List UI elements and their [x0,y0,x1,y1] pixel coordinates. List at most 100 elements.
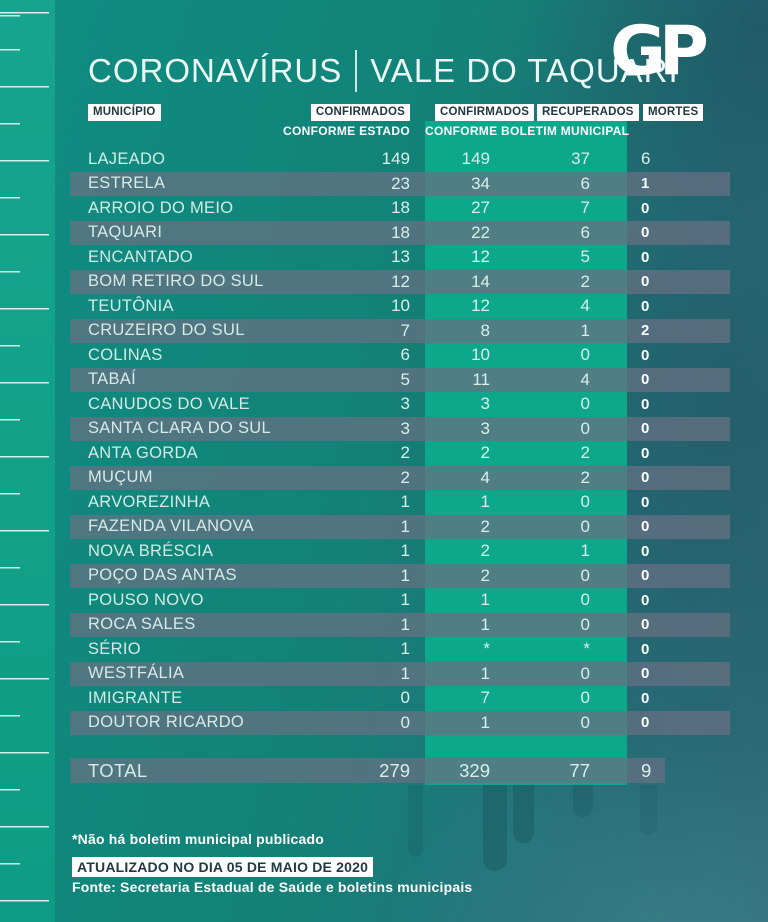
confirmed-municipal-value: 7 [480,688,490,708]
col-header-mortes: MORTES [643,104,704,121]
municipality-name: FAZENDA VILANOVA [88,517,254,536]
recovered-value: 0 [580,394,590,414]
table-row: ROCA SALES 1 1 0 0 [70,612,730,637]
subheader-conforme-estado: CONFORME ESTADO [283,124,410,138]
table-row: CANUDOS DO VALE 3 3 0 0 [70,392,730,417]
confirmed-state-value: 2 [400,467,410,487]
confirmed-state-value: 12 [391,271,410,291]
deaths-value: 0 [641,640,650,658]
recovered-value: 2 [580,443,590,463]
col-header-recuperados: RECUPERADOS [537,104,639,121]
total-recovered: 77 [569,759,590,781]
confirmed-municipal-value: 10 [471,345,490,365]
table-row: TAQUARI 18 22 6 0 [70,220,730,245]
confirmed-state-value: 18 [391,198,410,218]
table-row: WESTFÁLIA 1 1 0 0 [70,661,730,686]
deaths-value: 1 [641,175,650,193]
municipality-name: ARROIO DO MEIO [88,198,234,217]
table-row: CRUZEIRO DO SUL 7 8 1 2 [70,318,730,343]
deaths-value: 0 [641,371,650,389]
deaths-value: 0 [641,616,650,634]
confirmed-municipal-value: 1 [480,712,490,732]
table-row: BOM RETIRO DO SUL 12 14 2 0 [70,269,730,294]
footnote: *Não há boletim municipal publicado [72,831,325,847]
confirmed-state-value: 2 [400,443,410,463]
deaths-value: 0 [641,420,650,438]
deaths-value: 0 [641,542,650,560]
col-header-confirmados-municipal: CONFIRMADOS [435,104,535,121]
deaths-value: 0 [641,591,650,609]
municipality-name: ARVOREZINHA [88,492,211,511]
confirmed-municipal-value: 4 [480,467,490,487]
table-row: TEUTÔNIA 10 12 4 0 [70,294,730,319]
drip-decoration [573,785,593,817]
table-row: COLINAS 6 10 0 0 [70,343,730,368]
deaths-value: 0 [641,273,650,291]
confirmed-state-value: 7 [400,320,410,340]
deaths-value: 2 [641,322,650,340]
recovered-value: 0 [580,345,590,365]
table-row: ANTA GORDA 2 2 2 0 [70,441,730,466]
table-row: SÉRIO 1 * * 0 [70,637,730,662]
table-row: NOVA BRÉSCIA 1 2 1 0 [70,539,730,564]
confirmed-municipal-value: 3 [480,394,490,414]
table-row: DOUTOR RICARDO 0 1 0 0 [70,710,730,735]
table-row: POUSO NOVO 1 1 0 0 [70,588,730,613]
table-row: LAJEADO 149 149 37 6 [70,147,730,172]
municipality-name: NOVA BRÉSCIA [88,541,214,560]
confirmed-municipal-value: 1 [480,492,490,512]
recovered-value: 0 [580,688,590,708]
confirmed-municipal-value: 1 [480,614,490,634]
confirmed-municipal-value: 27 [471,198,490,218]
municipality-name: DOUTOR RICARDO [88,713,245,732]
drip-decoration [640,785,657,835]
confirmed-state-value: 1 [400,565,410,585]
recovered-value: 0 [580,712,590,732]
municipality-name: WESTFÁLIA [88,664,185,683]
confirmed-state-value: 149 [381,149,410,169]
table-row: ARVOREZINHA 1 1 0 0 [70,490,730,515]
table-row: FAZENDA VILANOVA 1 2 0 0 [70,514,730,539]
recovered-value: * [583,639,590,659]
deaths-value: 0 [641,199,650,217]
drip-decoration [513,785,534,843]
deaths-value: 0 [641,224,650,242]
confirmed-state-value: 5 [400,369,410,389]
deaths-value: 0 [641,689,650,707]
confirmed-state-value: 1 [400,663,410,683]
deaths-value: 0 [641,518,650,536]
confirmed-municipal-value: 149 [461,149,490,169]
confirmed-municipal-value: 22 [471,222,490,242]
recovered-value: 2 [580,467,590,487]
confirmed-state-value: 18 [391,222,410,242]
deaths-value: 0 [641,493,650,511]
confirmed-municipal-value: 12 [471,296,490,316]
municipality-name: IMIGRANTE [88,688,183,707]
col-header-municipio: MUNICÍPIO [88,104,161,121]
municipality-name: SANTA CLARA DO SUL [88,419,271,438]
confirmed-municipal-value: 3 [480,418,490,438]
confirmed-municipal-value: 2 [480,541,490,561]
municipality-name: ENCANTADO [88,247,194,266]
confirmed-state-value: 1 [400,492,410,512]
confirmed-state-value: 1 [400,541,410,561]
total-label: TOTAL [88,759,148,781]
recovered-value: 0 [580,418,590,438]
deaths-value: 6 [641,149,651,169]
deaths-value: 0 [641,395,650,413]
municipality-name: LAJEADO [88,149,166,168]
title-divider [355,50,358,92]
deaths-value: 0 [641,297,650,315]
municipality-name: CANUDOS DO VALE [88,394,250,413]
recovered-value: 5 [580,247,590,267]
confirmed-state-value: 6 [400,345,410,365]
municipality-name: ANTA GORDA [88,443,198,462]
title-coronavirus: CORONAVÍRUS [88,52,343,89]
drip-decoration [408,785,423,857]
confirmed-municipal-value: 2 [480,516,490,536]
total-deaths: 9 [641,759,652,781]
confirmed-state-value: 13 [391,247,410,267]
recovered-value: 1 [580,320,590,340]
table-row: ENCANTADO 13 12 5 0 [70,245,730,270]
